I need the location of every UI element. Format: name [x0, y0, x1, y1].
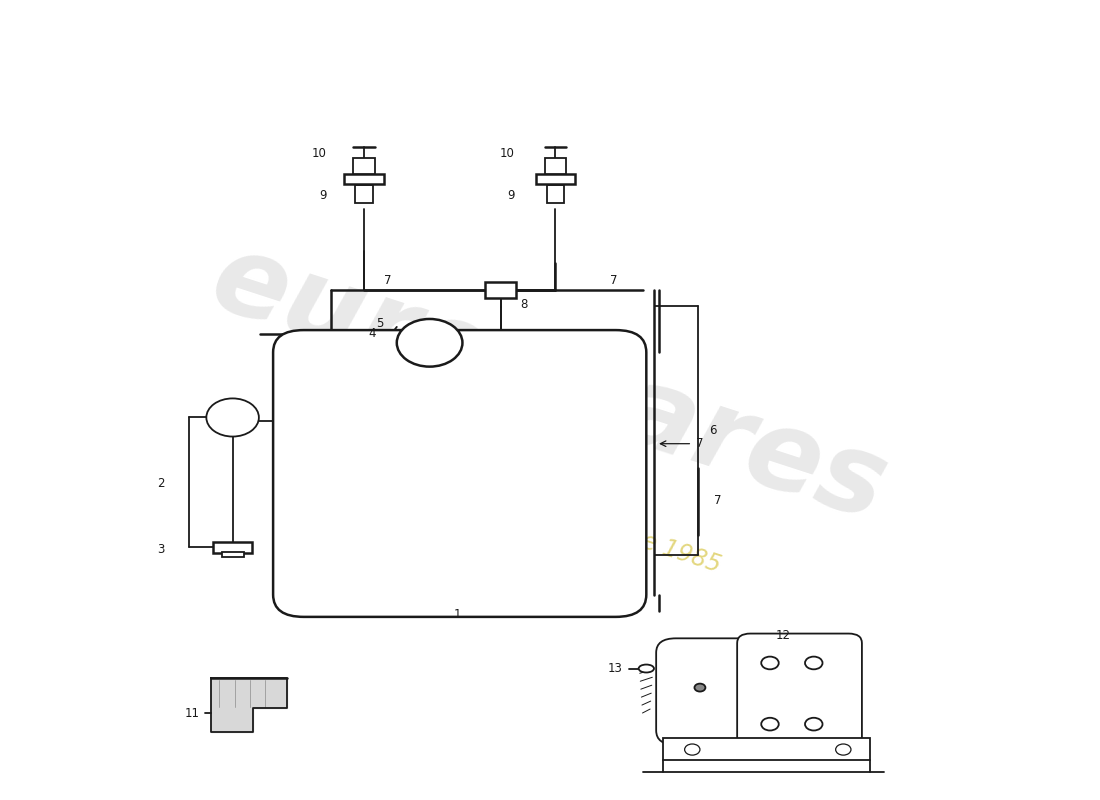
Bar	[213, 542, 252, 553]
FancyBboxPatch shape	[657, 638, 778, 745]
Bar	[662, 738, 870, 760]
Circle shape	[836, 744, 851, 755]
Bar	[355, 186, 373, 203]
Text: 9: 9	[319, 189, 327, 202]
Text: 2: 2	[157, 477, 165, 490]
Text: 9: 9	[507, 189, 515, 202]
Text: 1: 1	[453, 608, 461, 621]
Bar	[485, 282, 516, 298]
Text: eurospares: eurospares	[199, 225, 901, 543]
Circle shape	[805, 718, 823, 730]
Bar	[536, 174, 575, 184]
Circle shape	[761, 657, 779, 670]
Text: 10: 10	[312, 147, 327, 160]
FancyBboxPatch shape	[737, 634, 862, 750]
Circle shape	[805, 657, 823, 670]
Circle shape	[694, 684, 705, 691]
Text: 7: 7	[695, 437, 703, 450]
Ellipse shape	[639, 665, 654, 673]
Text: 8: 8	[520, 298, 528, 311]
Text: 7: 7	[384, 274, 392, 287]
Text: 13: 13	[607, 662, 623, 675]
Text: 7: 7	[714, 494, 722, 507]
Bar	[222, 552, 243, 558]
Bar	[544, 158, 566, 174]
Circle shape	[207, 398, 258, 437]
Circle shape	[684, 744, 700, 755]
Text: 7: 7	[610, 274, 618, 287]
Text: 12: 12	[776, 629, 790, 642]
Text: 10: 10	[500, 147, 515, 160]
Circle shape	[761, 718, 779, 730]
Text: 5: 5	[376, 318, 384, 330]
Text: a passion for parts since 1985: a passion for parts since 1985	[376, 445, 724, 578]
Text: 4: 4	[368, 326, 376, 340]
Text: 6: 6	[708, 424, 716, 437]
Polygon shape	[211, 678, 287, 732]
Bar	[353, 158, 375, 174]
Bar	[547, 186, 564, 203]
Text: 11: 11	[185, 706, 200, 720]
Text: 3: 3	[157, 543, 165, 556]
FancyBboxPatch shape	[273, 330, 647, 617]
Circle shape	[397, 319, 462, 366]
Bar	[344, 174, 384, 184]
